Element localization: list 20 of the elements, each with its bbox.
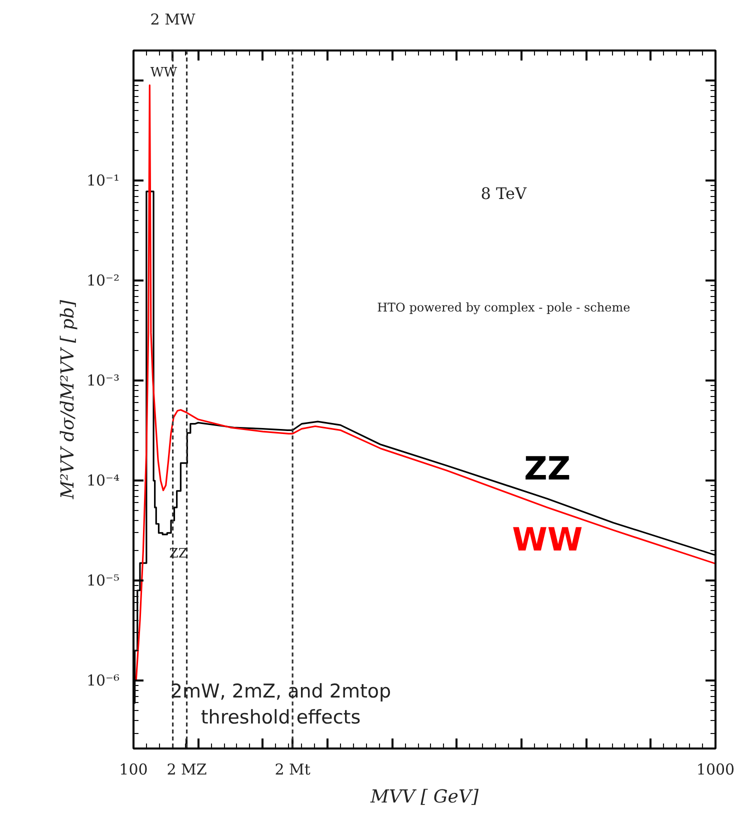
series-label: WW	[512, 520, 583, 558]
y-tick-label: 10⁻⁴	[86, 472, 120, 490]
x-tick-label: 1000	[696, 760, 735, 778]
annotation: ZZ	[169, 546, 188, 562]
y-tick-label: 10⁻⁶	[86, 672, 120, 690]
y-axis-title: M²VV dσ/dM²VV [ pb]	[57, 299, 78, 500]
y-tick-label: 10⁻¹	[86, 172, 120, 190]
x-tick-label: 100	[119, 760, 148, 778]
annotation: HTO powered by complex - pole - scheme	[377, 300, 630, 314]
ref-line-label: 2 MZ	[166, 760, 207, 778]
y-tick-label: 10⁻²	[86, 272, 120, 290]
ref-line-label: 2 Mt	[274, 760, 310, 778]
series-label: ZZ	[524, 450, 571, 488]
y-tick-label: 10⁻³	[86, 372, 120, 390]
annotation: WW	[150, 65, 178, 80]
y-tick-label: 10⁻⁵	[86, 572, 120, 590]
annotation: 2mW, 2mZ, and 2mtop threshold effects	[170, 680, 392, 729]
ref-line-label: 2 MW	[150, 10, 196, 28]
annotation: 8 TeV	[480, 184, 527, 204]
x-axis-title: MVV [ GeV]	[370, 786, 480, 808]
